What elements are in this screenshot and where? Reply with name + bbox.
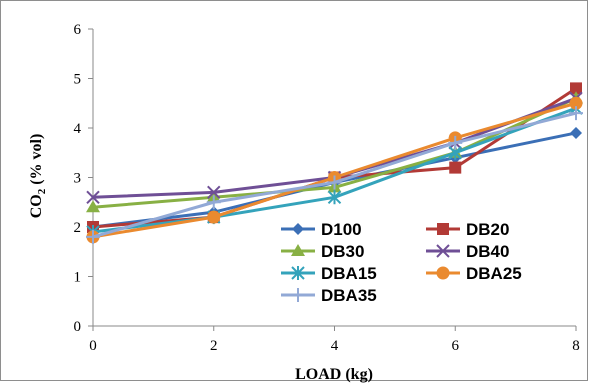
legend-label: DBA35 (321, 286, 377, 305)
data-point-dba25 (569, 96, 583, 110)
series-line-dba15 (92, 106, 577, 234)
legend-item-db40: DB40 (426, 242, 509, 261)
data-point-dba35 (206, 195, 221, 210)
series-line-db20 (92, 87, 577, 229)
legend-swatch-marker (436, 266, 450, 280)
data-point-d100 (570, 126, 582, 139)
legend-item-dba25: DBA25 (426, 264, 522, 283)
data-point-db40 (207, 185, 221, 200)
legend-swatch-marker (292, 223, 304, 235)
legend-label: DB20 (466, 220, 509, 239)
legend: D100 DB20 DB30 DB40 DBA15 DBA25 DBA35 (281, 220, 522, 305)
y-tick-label: 0 (74, 319, 82, 335)
x-axis-title: LOAD (kg) (295, 366, 373, 383)
x-tick-label: 0 (89, 338, 97, 354)
legend-swatch-marker (291, 288, 305, 302)
y-axis-title-tail: (% vol) (28, 134, 45, 189)
legend-swatch-marker (291, 266, 305, 280)
y-tick-label: 3 (74, 171, 82, 187)
series-layer (86, 82, 583, 244)
data-point-db20 (449, 161, 462, 174)
legend-item-db20: DB20 (426, 220, 509, 239)
data-point-dba35 (86, 229, 100, 244)
data-point-dba35 (448, 135, 463, 150)
legend-swatch-marker (291, 244, 305, 256)
legend-label: DBA25 (466, 264, 522, 283)
x-tick-label: 6 (452, 338, 460, 354)
y-tick-label: 2 (74, 220, 82, 236)
legend-label: DB40 (466, 242, 509, 261)
x-tick-label: 2 (210, 338, 218, 354)
y-tick-label: 4 (74, 121, 82, 137)
y-axis-title-subscript: 2 (36, 188, 48, 194)
legend-label: DB30 (321, 242, 364, 261)
legend-swatch-marker (436, 244, 450, 258)
legend-item-dba15: DBA15 (281, 264, 377, 283)
legend-item-dba35: DBA35 (281, 286, 377, 305)
series-dba35 (86, 106, 583, 244)
legend-item-d100: D100 (281, 220, 362, 239)
data-point-dba35 (569, 106, 583, 121)
y-tick-label: 6 (74, 22, 82, 38)
x-tick-label: 4 (331, 338, 339, 354)
data-point-dba25 (207, 210, 221, 224)
series-db20 (87, 82, 582, 233)
y-tick-label: 5 (74, 72, 82, 88)
data-point-db30 (86, 200, 100, 213)
data-point-db20 (570, 82, 582, 95)
data-point-dba35 (327, 175, 342, 190)
data-point-dba15 (327, 190, 342, 205)
x-tick-label: 8 (572, 338, 580, 354)
legend-swatch-marker (437, 223, 449, 235)
legend-item-db30: DB30 (281, 242, 364, 261)
legend-label: D100 (321, 220, 362, 239)
y-tick-label: 1 (74, 270, 82, 286)
data-point-db40 (86, 190, 100, 205)
y-axis-title: CO2 (% vol) (28, 134, 48, 219)
y-axis-title-main: CO (28, 194, 45, 218)
legend-label: DBA15 (321, 264, 377, 283)
axes: 0 1 2 3 4 5 6 0 2 4 6 8 (74, 22, 580, 354)
